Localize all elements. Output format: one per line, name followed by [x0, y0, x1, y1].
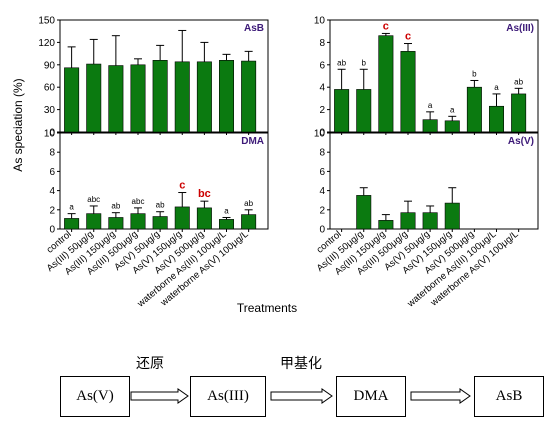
significance-label: a	[69, 203, 74, 212]
panel-title: As(V)	[508, 136, 534, 147]
significance-label: c	[179, 180, 185, 192]
bar	[87, 214, 101, 229]
bar	[219, 219, 233, 229]
bar	[175, 207, 189, 229]
bar	[379, 220, 393, 229]
y-axis-label: As speciation (%)	[11, 78, 25, 171]
y-tick-label: 0	[319, 225, 325, 236]
significance-label: c	[383, 20, 389, 32]
y-tick-label: 2	[319, 105, 325, 116]
bar	[153, 217, 167, 229]
flow-box-asiii: As(III)	[190, 376, 266, 417]
bar	[109, 66, 123, 132]
bar	[401, 213, 415, 229]
bar	[423, 120, 437, 132]
bar	[489, 106, 503, 132]
bar	[241, 215, 255, 229]
bar	[423, 213, 437, 229]
bar	[131, 214, 145, 229]
significance-label: abc	[87, 195, 100, 204]
reduction-label: 还原	[136, 353, 164, 373]
significance-label: ab	[244, 199, 253, 208]
y-tick-label: 10	[314, 129, 326, 140]
bar	[175, 62, 189, 132]
y-tick-label: 6	[49, 167, 55, 178]
flow-box-dma: DMA	[336, 376, 406, 417]
bar	[357, 195, 371, 229]
panel-title: As(III)	[506, 23, 534, 34]
x-axis-label: Treatments	[237, 301, 297, 315]
bar	[241, 61, 255, 132]
y-tick-label: 6	[319, 60, 325, 71]
bar	[467, 87, 481, 132]
significance-label: a	[224, 206, 229, 215]
y-tick-label: 8	[49, 148, 55, 159]
bar	[64, 218, 78, 229]
y-tick-label: 2	[319, 205, 325, 216]
significance-label: abc	[132, 197, 145, 206]
significance-label: c	[405, 31, 411, 43]
y-tick-label: 30	[44, 105, 56, 116]
arrow-icon	[270, 388, 334, 404]
methylation-label: 甲基化	[280, 353, 322, 373]
y-tick-label: 8	[319, 148, 325, 159]
bar	[197, 62, 211, 132]
bar	[153, 60, 167, 132]
y-tick-label: 0	[49, 225, 55, 236]
significance-label: ab	[337, 58, 346, 67]
significance-label: b	[362, 58, 367, 67]
significance-label: bc	[198, 188, 211, 200]
y-tick-label: 4	[49, 186, 55, 197]
arrow-icon	[410, 388, 472, 404]
significance-label: a	[450, 105, 455, 114]
y-tick-label: 10	[44, 129, 56, 140]
bar	[64, 68, 78, 132]
y-tick-label: 6	[319, 167, 325, 178]
bar	[357, 89, 371, 132]
bar	[445, 121, 459, 132]
y-tick-label: 8	[319, 38, 325, 49]
y-tick-label: 4	[319, 186, 325, 197]
significance-label: ab	[156, 201, 165, 210]
y-tick-label: 120	[38, 38, 55, 49]
bar	[445, 203, 459, 229]
bar	[197, 208, 211, 229]
charts-svg: 0306090120150AsB0246810As(III)abbccaabaa…	[0, 0, 550, 330]
bar	[379, 36, 393, 132]
flow-box-asb: AsB	[474, 376, 544, 417]
significance-label: a	[428, 101, 433, 110]
y-tick-label: 60	[44, 83, 56, 94]
bar	[109, 217, 123, 229]
y-tick-label: 10	[314, 16, 326, 27]
significance-label: ab	[111, 202, 120, 211]
y-tick-label: 90	[44, 60, 56, 71]
bar	[87, 64, 101, 132]
panel-title: DMA	[241, 136, 264, 147]
bar	[131, 65, 145, 132]
bar	[401, 51, 415, 132]
significance-label: ab	[514, 77, 523, 86]
panel-title: AsB	[244, 23, 264, 34]
flow-box-asv: As(V)	[60, 376, 130, 417]
arrow-icon	[130, 388, 190, 404]
significance-label: a	[494, 83, 499, 92]
bar	[334, 89, 348, 132]
bar	[511, 94, 525, 132]
y-tick-label: 150	[38, 16, 55, 27]
y-tick-label: 2	[49, 205, 55, 216]
significance-label: b	[472, 69, 477, 78]
y-tick-label: 4	[319, 83, 325, 94]
bar	[219, 60, 233, 132]
